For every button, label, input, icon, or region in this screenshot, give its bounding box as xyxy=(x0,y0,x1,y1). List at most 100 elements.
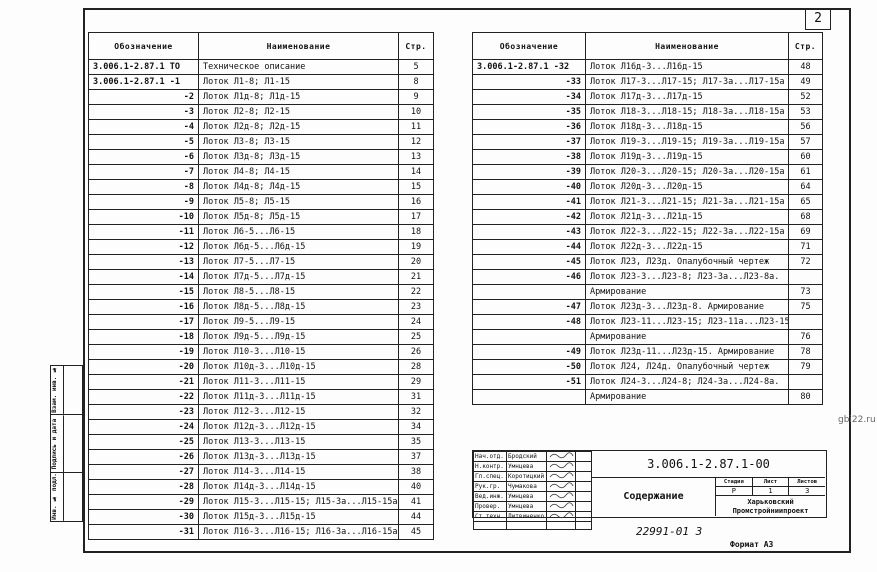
cell-name: Лоток Л8д-5...Л8д-15 xyxy=(198,299,399,315)
cell-designation: -9 xyxy=(88,194,199,210)
cell-name: Лоток Л20-3...Л20-15; Л20-3а...Л20-15а xyxy=(585,164,789,180)
table-row: -48 Лоток Л23-11...Л23-15; Л23-11а...Л23-… xyxy=(472,314,823,330)
cell-designation: -13 xyxy=(88,254,199,270)
table-row: 3.006.1-2.87.1 -1 Лоток Л1-8; Л1-15 8 xyxy=(88,74,434,90)
cell-page: 38 xyxy=(398,464,434,480)
cell-designation: -34 xyxy=(472,89,586,105)
document-code: 3.006.1-2.87.1-00 xyxy=(591,451,825,478)
signature-person xyxy=(506,520,547,531)
stage-block: Стадия Лист Листов Р 1 3 Харьковский Про… xyxy=(715,478,825,516)
sheet-value: 1 xyxy=(753,487,790,495)
cell-designation: -39 xyxy=(472,164,586,180)
cell-designation: -47 xyxy=(472,299,586,315)
cell-page: 5 xyxy=(398,59,434,75)
cell-page: 53 xyxy=(788,104,823,120)
cell-name: Лоток Л18д-3...Л18д-15 xyxy=(585,119,789,135)
cell-designation xyxy=(472,389,586,405)
signature-person: Умнцева xyxy=(506,461,547,472)
signature-date xyxy=(575,491,592,502)
cell-name: Лоток Л19-3...Л19-15; Л19-3а...Л19-15а xyxy=(585,134,789,150)
cell-page xyxy=(788,269,823,285)
sheet-number: 2 xyxy=(805,8,831,30)
cell-page: 10 xyxy=(398,104,434,120)
cell-designation: -45 xyxy=(472,254,586,270)
cell-page: 14 xyxy=(398,164,434,180)
signature-signature xyxy=(546,461,576,472)
cell-name: Лоток Л7д-5...Л7д-15 xyxy=(198,269,399,285)
cell-designation: -11 xyxy=(88,224,199,240)
table-row: -33 Лоток Л17-3...Л17-15; Л17-3а...Л17-15… xyxy=(472,74,823,90)
table-row: -19 Лоток Л10-3...Л10-15 26 xyxy=(88,344,434,360)
cell-designation xyxy=(472,329,586,345)
cell-designation xyxy=(472,284,586,300)
signature-role: Ст.техн. xyxy=(473,511,507,522)
table-row: -40 Лоток Л20д-3...Л20д-15 64 xyxy=(472,179,823,195)
cell-designation: -6 xyxy=(88,149,199,165)
organization: Харьковский Промстройниипроект xyxy=(732,498,809,515)
table-row: -6 Лоток Л3д-8; Л3д-15 13 xyxy=(88,149,434,165)
cell-page: 29 xyxy=(398,374,434,390)
table-row: 3.006.1-2.87.1 -32 Лоток Л16д-3...Л16д-15… xyxy=(472,59,823,75)
cell-designation: -51 xyxy=(472,374,586,390)
cell-page: 64 xyxy=(788,179,823,195)
cell-page: 71 xyxy=(788,239,823,255)
cell-page: 45 xyxy=(398,524,434,540)
cell-page: 57 xyxy=(788,134,823,150)
cell-page: 20 xyxy=(398,254,434,270)
cell-page: 75 xyxy=(788,299,823,315)
cell-designation: -22 xyxy=(88,389,199,405)
signature-person: Бродский xyxy=(506,451,547,462)
cell-page: 68 xyxy=(788,209,823,225)
cell-name: Лоток Л24, Л24д. Опалубочный чертеж xyxy=(585,359,789,375)
cell-designation: -15 xyxy=(88,284,199,300)
cell-name: Лоток Л23д-3...Л23д-8. Армирование xyxy=(585,299,789,315)
cell-name: Лоток Л7-5...Л7-15 xyxy=(198,254,399,270)
cell-name: Техническое описание xyxy=(198,59,399,75)
signature-role: Н.контр. xyxy=(473,461,507,472)
side-stamp-original-inv: Инв. № подл. xyxy=(51,473,64,521)
signature-date xyxy=(575,520,592,531)
cell-designation: 3.006.1-2.87.1 ТО xyxy=(88,59,199,75)
cell-designation: -43 xyxy=(472,224,586,240)
side-stamp-signature-date: Подпись и дата xyxy=(51,414,64,473)
table-row: 3.006.1-2.87.1 ТО Техническое описание 5 xyxy=(88,59,434,75)
side-stamp: Взам. инв. № Подпись и дата Инв. № подл. xyxy=(50,365,83,522)
cell-name: Лоток Л10д-3...Л10д-15 xyxy=(198,359,399,375)
table-row: Армирование 73 xyxy=(472,284,823,300)
table-row: -38 Лоток Л19д-3...Л19д-15 60 xyxy=(472,149,823,165)
header-row: Обозначение Наименование Стр. xyxy=(472,32,823,60)
cell-designation: -20 xyxy=(88,359,199,375)
cell-name: Лоток Л1д-8; Л1д-15 xyxy=(198,89,399,105)
header-name: Наименование xyxy=(585,32,789,60)
table-row: -41 Лоток Л21-3...Л21-15; Л21-3а...Л21-15… xyxy=(472,194,823,210)
table-row: -23 Лоток Л12-3...Л12-15 32 xyxy=(88,404,434,420)
signature-role: Гл.спец. xyxy=(473,471,507,482)
cell-page: 21 xyxy=(398,269,434,285)
handwritten-signature xyxy=(549,462,574,469)
header-name: Наименование xyxy=(198,32,399,60)
table-row: -24 Лоток Л12д-3...Л12д-15 34 xyxy=(88,419,434,435)
cell-page xyxy=(788,314,823,330)
cell-name: Лоток Л3-8; Л3-15 xyxy=(198,134,399,150)
cell-page: 9 xyxy=(398,89,434,105)
cell-page: 16 xyxy=(398,194,434,210)
cell-designation: -7 xyxy=(88,164,199,180)
cell-name: Лоток Л9д-5...Л9д-15 xyxy=(198,329,399,345)
cell-page: 80 xyxy=(788,389,823,405)
cell-page: 73 xyxy=(788,284,823,300)
table-row: -9 Лоток Л5-8; Л5-15 16 xyxy=(88,194,434,210)
table-row: -20 Лоток Л10д-3...Л10д-15 28 xyxy=(88,359,434,375)
cell-designation: -30 xyxy=(88,509,199,525)
table-row: -30 Лоток Л15д-3...Л15д-15 44 xyxy=(88,509,434,525)
cell-page: 69 xyxy=(788,224,823,240)
cell-page: 28 xyxy=(398,359,434,375)
table-row: -10 Лоток Л5д-8; Л5д-15 17 xyxy=(88,209,434,225)
signature-role xyxy=(473,520,507,531)
cell-name: Лоток Л16-3...Л16-15; Л16-3а...Л16-15а xyxy=(198,524,399,540)
table-row: -14 Лоток Л7д-5...Л7д-15 21 xyxy=(88,269,434,285)
cell-designation: -3 xyxy=(88,104,199,120)
cell-designation: -46 xyxy=(472,269,586,285)
cell-designation: -12 xyxy=(88,239,199,255)
signature-signature xyxy=(546,471,576,482)
